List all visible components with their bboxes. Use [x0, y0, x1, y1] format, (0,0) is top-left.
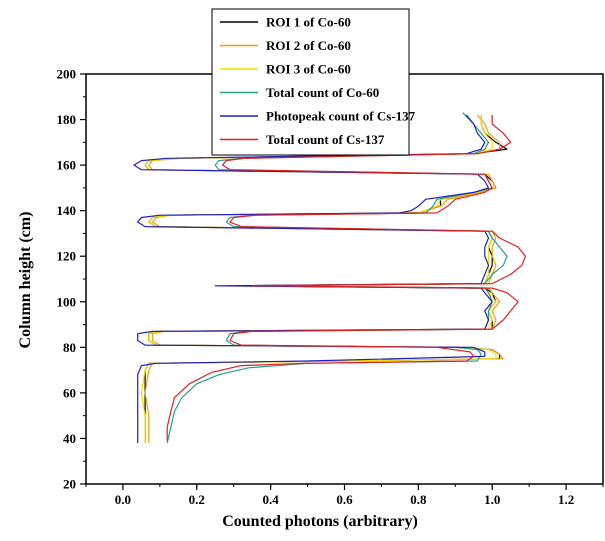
y-tick-label: 140	[57, 203, 77, 218]
series-line-5	[133, 114, 493, 443]
y-tick-label: 200	[57, 67, 77, 82]
y-tick-label: 100	[57, 294, 77, 309]
series-line-4	[166, 112, 508, 444]
y-tick-label: 180	[57, 112, 77, 127]
legend-label: ROI 1 of Co-60	[266, 15, 351, 30]
legend-label: Total count of Co-60	[266, 85, 379, 100]
y-tick-label: 40	[63, 431, 76, 446]
y-tick-label: 120	[57, 249, 77, 264]
x-tick-label: 0.6	[336, 492, 353, 507]
x-tick-label: 0.8	[410, 492, 427, 507]
y-axis-label: Column height (cm)	[17, 212, 34, 349]
y-tick-label: 160	[57, 158, 77, 173]
legend-box	[211, 8, 410, 156]
series-line-2	[144, 114, 504, 443]
series-line-6	[166, 115, 527, 441]
x-tick-label: 0.4	[263, 492, 280, 507]
y-tick-label: 20	[63, 477, 76, 492]
y-tick-label: 80	[63, 340, 76, 355]
y-axis-ticks: 20 40 60 80 100 120 140 160 180 200	[57, 67, 86, 492]
legend-label: ROI 2 of Co-60	[266, 38, 351, 53]
legend: ROI 1 of Co-60 ROI 2 of Co-60 ROI 3 of Co-…	[211, 8, 416, 156]
legend-label: ROI 3 of Co-60	[266, 62, 351, 77]
x-tick-label: 0.0	[115, 492, 131, 507]
series-layer	[133, 112, 527, 444]
x-tick-label: 1.2	[558, 492, 574, 507]
legend-label: Total count of Cs-137	[266, 132, 385, 147]
series-line-3	[140, 115, 497, 443]
y-tick-label: 60	[63, 385, 76, 400]
x-axis-ticks: 0.0 0.2 0.4 0.6 0.8 1.0 1.2	[85, 484, 604, 507]
x-tick-label: 1.0	[484, 492, 500, 507]
legend-label: Photopeak count of Cs-137	[266, 109, 416, 124]
x-axis-label: Counted photons (arbitrary)	[222, 513, 418, 530]
x-tick-label: 0.2	[189, 492, 205, 507]
